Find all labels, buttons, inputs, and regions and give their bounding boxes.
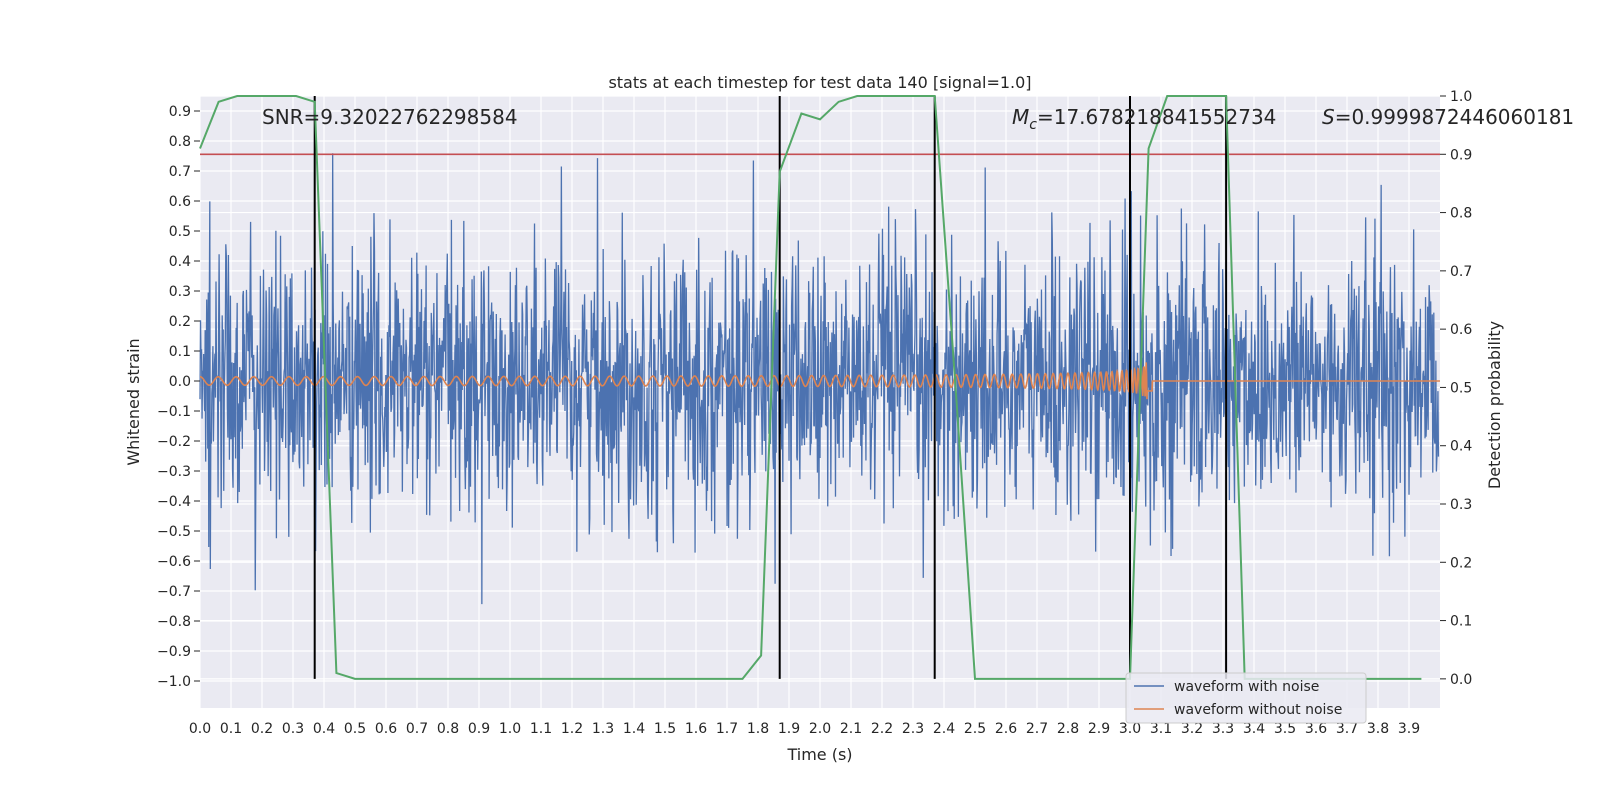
x-tick-label: 2.2 xyxy=(871,721,893,737)
y-tick-label: 0.0 xyxy=(169,374,191,390)
annotation-score: S=0.9999872446060181 xyxy=(1322,105,1574,129)
y2-tick-label: 0.6 xyxy=(1450,322,1472,338)
x-tick-label: 1.5 xyxy=(654,721,676,737)
y-tick-label: 0.8 xyxy=(169,134,191,150)
x-axis-ticks: 0.0 0.1 0.2 0.3 0.4 0.5 0.6 0.7 0.8 0.9 1.0 1.1 1.2 1… xyxy=(189,721,1420,737)
y-tick-label: 0.4 xyxy=(169,254,191,270)
x-tick-label: 1.6 xyxy=(685,721,707,737)
x-tick-label: 0.8 xyxy=(437,721,459,737)
legend-box xyxy=(1125,672,1367,724)
template-waveform-path xyxy=(200,362,1440,400)
y-axis-ticks: 0.9 0.8 0.7 0.6 0.5 0.4 0.3 0.2 0.1 0.0 −0.1 −0.2 −0… xyxy=(157,104,200,690)
x-tick-label: 1.9 xyxy=(778,721,800,737)
x-tick-label: 1.4 xyxy=(623,721,645,737)
x-tick-label: 0.2 xyxy=(251,721,273,737)
x-tick-label: 0.0 xyxy=(189,721,211,737)
x-tick-label: 1.7 xyxy=(716,721,738,737)
noise-waveform-path xyxy=(199,153,1440,605)
y-tick-label: −0.3 xyxy=(157,464,191,480)
x-tick-label: 2.4 xyxy=(933,721,955,737)
x-tick-label: 2.9 xyxy=(1088,721,1110,737)
x-tick-label: 2.7 xyxy=(1026,721,1048,737)
x-tick-label: 0.1 xyxy=(220,721,242,737)
x-tick-label: 1.8 xyxy=(747,721,769,737)
detection-vertical-lines xyxy=(313,96,1228,679)
x-tick-label: 1.2 xyxy=(561,721,583,737)
x-tick-label: 0.6 xyxy=(375,721,397,737)
x-tick-label: 3.7 xyxy=(1336,721,1358,737)
y-tick-label: −0.8 xyxy=(157,614,191,630)
annotation-chirp-mass: Mc=17.678218841552734 xyxy=(1012,105,1276,133)
y-tick-label: 0.9 xyxy=(169,104,191,120)
annotation-snr: SNR=9.32022762298584 xyxy=(262,105,518,129)
x-tick-label: 3.6 xyxy=(1305,721,1327,737)
y2-axis-ticks: 1.0 0.9 0.8 0.7 0.6 0.5 0.4 0.3 0.2 0.1 0.0 xyxy=(1440,89,1472,688)
chirp-mass-value: =17.678218841552734 xyxy=(1037,105,1276,129)
chart-title: stats at each timestep for test data 140… xyxy=(608,73,1031,92)
x-tick-label: 2.1 xyxy=(840,721,862,737)
x-tick-label: 3.1 xyxy=(1150,721,1172,737)
x-tick-label: 2.3 xyxy=(902,721,924,737)
y2-tick-label: 0.2 xyxy=(1450,555,1472,571)
y-tick-label: 0.7 xyxy=(169,164,191,180)
y-tick-label: −0.7 xyxy=(157,584,191,600)
x-tick-label: 1.1 xyxy=(530,721,552,737)
y2-tick-label: 0.5 xyxy=(1450,380,1472,396)
x-tick-label: 3.2 xyxy=(1181,721,1203,737)
x-tick-label: 3.4 xyxy=(1243,721,1265,737)
probability-path xyxy=(199,95,1422,680)
y-tick-label: −0.1 xyxy=(157,404,191,420)
x-tick-label: 3.8 xyxy=(1367,721,1389,737)
y-tick-label: −0.4 xyxy=(157,494,191,510)
y-tick-label: −1.0 xyxy=(157,674,191,690)
x-tick-label: 3.5 xyxy=(1274,721,1296,737)
y-tick-label: 0.3 xyxy=(169,284,191,300)
y-tick-label: −0.9 xyxy=(157,644,191,660)
y-tick-label: 0.2 xyxy=(169,314,191,330)
y-tick-label: −0.5 xyxy=(157,524,191,540)
x-tick-label: 1.3 xyxy=(592,721,614,737)
y-tick-label: 0.1 xyxy=(169,344,191,360)
y-tick-label: 0.5 xyxy=(169,224,191,240)
chirp-mass-subscript: c xyxy=(1029,117,1037,133)
x-tick-label: 3.9 xyxy=(1398,721,1420,737)
y2-axis-label: Detection probability xyxy=(1485,321,1504,489)
y2-tick-label: 0.1 xyxy=(1450,614,1472,630)
series-waveform-without-noise xyxy=(200,362,1440,400)
series-waveform-with-noise xyxy=(199,153,1440,605)
legend-label-noise: waveform with noise xyxy=(1174,679,1319,695)
x-tick-label: 2.8 xyxy=(1057,721,1079,737)
x-tick-label: 0.9 xyxy=(468,721,490,737)
legend-label-template: waveform without noise xyxy=(1174,702,1342,718)
y2-tick-label: 0.9 xyxy=(1450,147,1472,163)
y2-tick-label: 1.0 xyxy=(1450,89,1472,105)
score-symbol: S xyxy=(1322,105,1335,129)
y2-tick-label: 0.8 xyxy=(1450,206,1472,222)
x-axis-label: Time (s) xyxy=(786,745,852,764)
x-tick-label: 0.7 xyxy=(406,721,428,737)
x-tick-label: 1.0 xyxy=(499,721,521,737)
score-value: =0.9999872446060181 xyxy=(1335,105,1574,129)
y2-tick-label: 0.4 xyxy=(1450,439,1472,455)
y2-tick-label: 0.0 xyxy=(1450,672,1472,688)
x-tick-label: 2.5 xyxy=(964,721,986,737)
y-tick-label: −0.6 xyxy=(157,554,191,570)
y2-tick-label: 0.3 xyxy=(1450,497,1472,513)
y-tick-label: 0.6 xyxy=(169,194,191,210)
y-tick-label: −0.2 xyxy=(157,434,191,450)
x-tick-label: 0.3 xyxy=(282,721,304,737)
chirp-mass-symbol: M xyxy=(1012,105,1029,129)
x-tick-label: 3.3 xyxy=(1212,721,1234,737)
y-axis-label: Whitened strain xyxy=(124,338,143,465)
legend: waveform with noise waveform without noi… xyxy=(1125,672,1367,724)
x-tick-label: 2.0 xyxy=(809,721,831,737)
x-tick-label: 3.0 xyxy=(1119,721,1141,737)
series-detection-probability xyxy=(199,95,1422,680)
x-tick-label: 2.6 xyxy=(995,721,1017,737)
x-tick-label: 0.5 xyxy=(344,721,366,737)
x-tick-label: 0.4 xyxy=(313,721,335,737)
y2-tick-label: 0.7 xyxy=(1450,264,1472,280)
